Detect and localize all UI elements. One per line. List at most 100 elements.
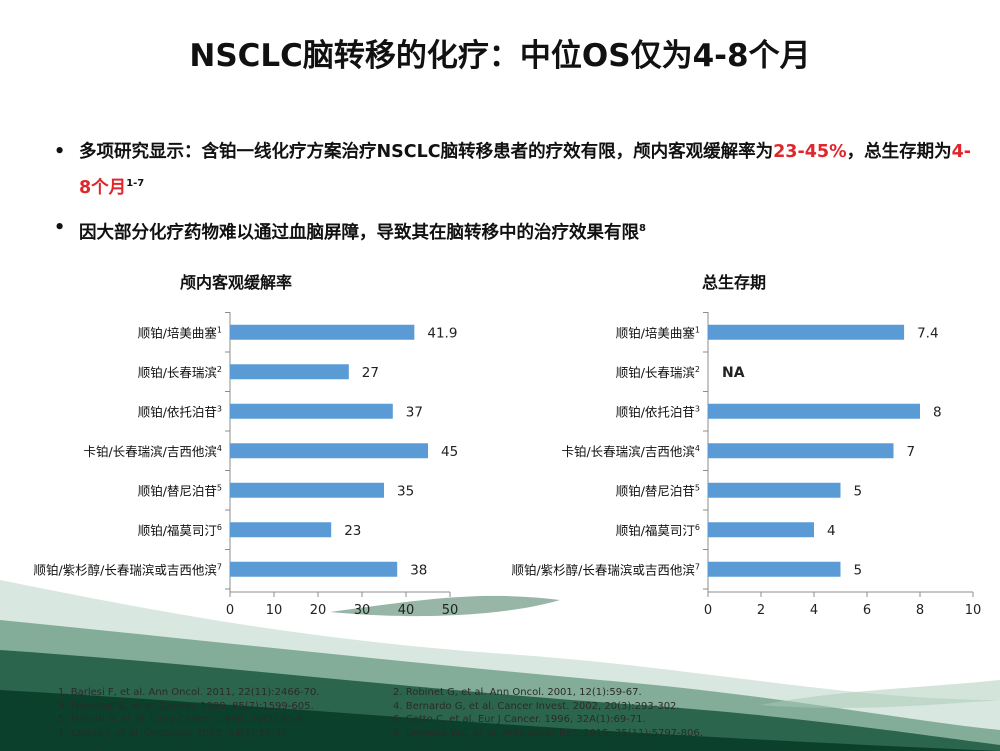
orr-bar-chart: 颅内客观缓解率 0 10 20 30 40 50 顺铂/培美曲塞1 41.9 顺铂/长春瑞滨2 27… bbox=[0, 262, 480, 632]
category-reference-superscript: 4 bbox=[217, 444, 222, 453]
bar bbox=[708, 482, 841, 498]
category-reference-superscript: 4 bbox=[695, 444, 700, 453]
reference-item: 1. Barlesi F, et al. Ann Oncol. 2011, 22… bbox=[58, 687, 320, 698]
bullet-text-segment: 因大部分化疗药物难以通过血脑屏障，导致其在脑转移中的治疗效果有限 bbox=[79, 222, 639, 243]
data-label: 45 bbox=[441, 444, 458, 460]
category-label: 顺铂/福莫司汀6 bbox=[138, 523, 222, 538]
category-reference-superscript: 6 bbox=[217, 523, 222, 532]
category-label: 顺铂/长春瑞滨2 bbox=[616, 365, 700, 380]
bar bbox=[708, 443, 894, 459]
orr-range-highlight: 23-45% bbox=[773, 142, 847, 162]
data-label: 8 bbox=[933, 404, 942, 420]
data-label: 23 bbox=[344, 523, 361, 539]
bullet-list: • 多项研究显示：含铂一线化疗方案治疗NSCLC脑转移患者的疗效有限，颅内客观缓… bbox=[52, 137, 982, 258]
bullet-dot-icon: • bbox=[54, 217, 66, 238]
x-tick-label: 0 bbox=[226, 603, 234, 618]
reference-row: 5. Minotti V, et al. Lung Cancer. 1998, … bbox=[58, 713, 958, 727]
bar bbox=[708, 324, 905, 340]
reference-item: 2. Robinet G, et al. Ann Oncol. 2001, 12… bbox=[393, 687, 642, 698]
bar bbox=[230, 403, 393, 419]
category-reference-superscript: 1 bbox=[217, 325, 222, 334]
category-label: 顺铂/长春瑞滨2 bbox=[138, 365, 222, 380]
category-reference-superscript: 5 bbox=[695, 483, 700, 492]
bullet-text-segment: ，总生存期为 bbox=[846, 142, 952, 162]
data-label: 4 bbox=[827, 523, 836, 539]
chart-svg: 总生存期 0 2 4 6 8 10 顺铂/培美曲塞1 7.4 顺铂/长春瑞滨2 NA 顺铂/依托泊苷3… bbox=[511, 273, 982, 618]
category-reference-superscript: 6 bbox=[695, 523, 700, 532]
bar bbox=[708, 403, 920, 419]
x-tick-label: 8 bbox=[916, 603, 924, 618]
data-label: 38 bbox=[410, 562, 427, 578]
bullet-item: • 多项研究显示：含铂一线化疗方案治疗NSCLC脑转移患者的疗效有限，颅内客观缓… bbox=[52, 137, 982, 204]
category-label: 顺铂/福莫司汀6 bbox=[616, 523, 700, 538]
category-label: 顺铂/替尼泊苷5 bbox=[616, 483, 700, 498]
chart-title: 总生存期 bbox=[702, 273, 766, 292]
data-label: 41.9 bbox=[427, 325, 457, 341]
category-reference-superscript: 5 bbox=[217, 483, 222, 492]
x-tick-label: 2 bbox=[757, 603, 765, 618]
slide-title: NSCLC脑转移的化疗：中位OS仅为4-8个月 bbox=[189, 38, 811, 74]
reference-row: 7. Cortes J, et al. Oncology. 2003, 64(1… bbox=[58, 727, 958, 741]
references: 1. Barlesi F, et al. Ann Oncol. 2011, 22… bbox=[58, 686, 958, 740]
category-reference-superscript: 1 bbox=[695, 325, 700, 334]
category-label: 顺铂/培美曲塞1 bbox=[616, 325, 700, 340]
bar bbox=[708, 561, 841, 577]
x-tick-label: 10 bbox=[965, 603, 982, 618]
data-label: 5 bbox=[854, 562, 863, 578]
x-tick-label: 40 bbox=[398, 603, 415, 618]
data-label: NA bbox=[722, 365, 745, 381]
bar bbox=[230, 364, 349, 380]
reference-item: 7. Cortes J, et al. Oncology. 2003, 64(1… bbox=[58, 727, 291, 739]
bar bbox=[230, 324, 415, 340]
data-label: 7 bbox=[907, 444, 916, 460]
reference-item: 6. Cotto C, et al. Eur J Cancer. 1996, 3… bbox=[393, 714, 646, 725]
x-tick-label: 0 bbox=[704, 603, 712, 618]
bullet-item: • 因大部分化疗药物难以通过血脑屏障，导致其在脑转移中的治疗效果有限8 bbox=[52, 213, 982, 249]
reference-item: 4. Bernardo G, et al. Cancer Invest. 200… bbox=[393, 700, 680, 712]
reference-row: 3. Franciosi V, et al. Cancer. 1999, 85(… bbox=[58, 700, 958, 714]
category-label: 顺铂/依托泊苷3 bbox=[138, 404, 222, 419]
reference-item: 3. Franciosi V, et al. Cancer. 1999, 85(… bbox=[58, 700, 314, 712]
bullet-text-1: 多项研究显示：含铂一线化疗方案治疗NSCLC脑转移患者的疗效有限，颅内客观缓解率… bbox=[79, 142, 971, 198]
reference-item: 8. Dempke WC, et al. Anticancer Res. 201… bbox=[393, 727, 703, 739]
category-reference-superscript: 3 bbox=[217, 404, 222, 413]
chart-title: 颅内客观缓解率 bbox=[180, 273, 292, 292]
bar bbox=[230, 561, 398, 577]
x-tick-label: 4 bbox=[810, 603, 818, 618]
x-tick-label: 20 bbox=[310, 603, 327, 618]
category-reference-superscript: 3 bbox=[695, 404, 700, 413]
category-label: 顺铂/依托泊苷3 bbox=[616, 404, 700, 419]
reference-superscript: 8 bbox=[639, 222, 646, 234]
category-label: 顺铂/替尼泊苷5 bbox=[138, 483, 222, 498]
x-tick-label: 6 bbox=[863, 603, 871, 618]
x-tick-label: 50 bbox=[442, 603, 459, 618]
category-reference-superscript: 2 bbox=[217, 365, 222, 374]
bullet-dot-icon: • bbox=[54, 142, 66, 162]
category-label: 顺铂/培美曲塞1 bbox=[138, 325, 222, 340]
category-reference-superscript: 7 bbox=[217, 562, 222, 571]
data-label: 5 bbox=[854, 483, 863, 499]
bar bbox=[230, 443, 428, 459]
data-label: 37 bbox=[406, 404, 423, 420]
category-label: 顺铂/紫杉醇/长春瑞滨或吉西他滨7 bbox=[511, 562, 700, 577]
os-range-highlight: 4-8个月 bbox=[79, 142, 972, 198]
bullet-text-segment: 多项研究显示：含铂一线化疗方案治疗NSCLC脑转移患者的疗效有限，颅内客观缓解率… bbox=[79, 142, 774, 162]
category-label: 卡铂/长春瑞滨/吉西他滨4 bbox=[83, 444, 222, 459]
data-label: 27 bbox=[362, 365, 379, 381]
reference-item: 5. Minotti V, et al. Lung Cancer. 1998, … bbox=[58, 714, 307, 725]
category-label: 顺铂/紫杉醇/长春瑞滨或吉西他滨7 bbox=[33, 562, 222, 577]
bar bbox=[230, 482, 384, 498]
category-reference-superscript: 2 bbox=[695, 365, 700, 374]
os-bar-chart: 总生存期 0 2 4 6 8 10 顺铂/培美曲塞1 7.4 顺铂/长春瑞滨2 NA 顺铂/依托泊苷3… bbox=[490, 262, 990, 632]
x-tick-label: 10 bbox=[266, 603, 283, 618]
bar bbox=[708, 522, 814, 538]
data-label: 35 bbox=[397, 483, 414, 499]
reference-superscript: 1-7 bbox=[126, 178, 145, 189]
category-reference-superscript: 7 bbox=[695, 562, 700, 571]
category-label: 卡铂/长春瑞滨/吉西他滨4 bbox=[561, 444, 700, 459]
data-label: 7.4 bbox=[917, 325, 938, 341]
bar bbox=[230, 522, 332, 538]
x-tick-label: 30 bbox=[354, 603, 371, 618]
